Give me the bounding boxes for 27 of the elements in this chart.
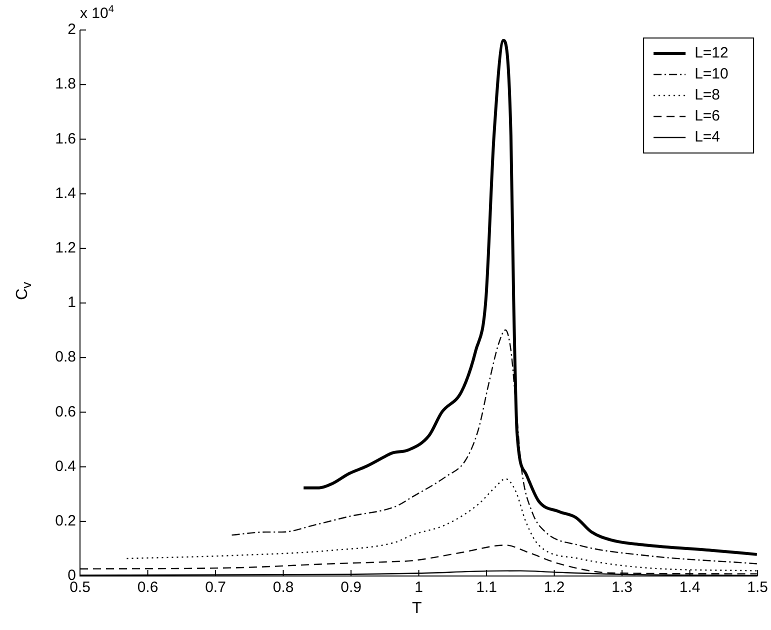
- y-tick-label: 0.2: [55, 512, 76, 530]
- x-tick-label: 0.9: [340, 579, 362, 596]
- x-tick-label: 0.6: [137, 579, 158, 596]
- y-tick-label: 0.6: [55, 403, 76, 420]
- x-tick-label: 1.1: [476, 579, 497, 596]
- x-tick-label: 1.3: [612, 579, 632, 596]
- x-tick-label: 0.7: [205, 579, 226, 596]
- legend-label: L=12: [694, 44, 728, 62]
- legend-label: L=4: [694, 128, 720, 146]
- x-tick-label: 0.8: [272, 579, 294, 596]
- y-tick-label: 1.8: [55, 76, 76, 93]
- y-tick-label: 1.6: [55, 130, 76, 148]
- y-tick-label: 1.4: [55, 184, 76, 202]
- legend-label: L=6: [694, 108, 720, 125]
- x-tick-label: 1: [414, 579, 423, 596]
- x-tick-label: 1.5: [747, 579, 768, 596]
- x-tick-label: 1.4: [679, 579, 700, 596]
- y-tick-label: 1: [68, 294, 76, 312]
- x-tick-label: 1.2: [544, 579, 565, 596]
- x-axis-title: T: [412, 600, 422, 618]
- y-tick-label: 0.4: [55, 458, 76, 475]
- y-tick-label: 2: [68, 21, 76, 38]
- legend-label: L=8: [694, 86, 720, 104]
- y-tick-label: 0.8: [55, 348, 76, 366]
- legend-label: L=10: [694, 66, 728, 83]
- y-tick-label: 1.2: [55, 240, 76, 257]
- text: x 10$^{4}$: [80, 4, 114, 22]
